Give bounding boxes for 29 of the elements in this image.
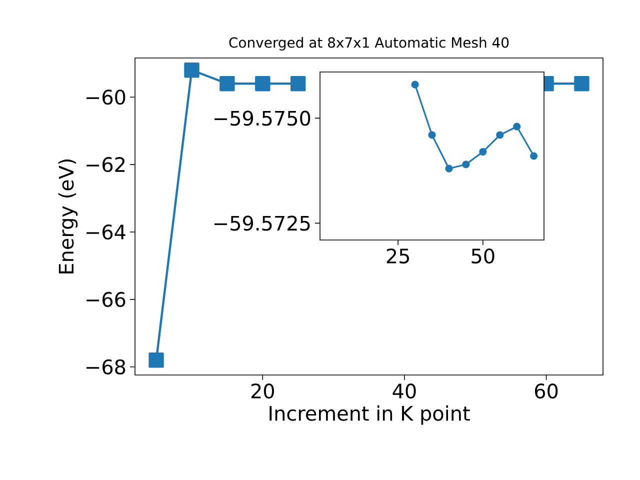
y-axis-title: Energy (eV) (58, 159, 78, 274)
point (574, 76, 590, 92)
x-tick-label: 50 (472, 248, 494, 264)
y-tick-label: −66 (86, 292, 126, 307)
point (411, 80, 419, 88)
point (530, 152, 538, 160)
y-tick-label: −62 (86, 157, 124, 172)
y-tick-label: −60 (86, 90, 126, 105)
point (184, 62, 200, 78)
y-tick-label: −64 (86, 224, 126, 240)
x-tick-label: 60 (534, 384, 558, 399)
y-tick-label: −59.5725 (214, 216, 310, 231)
point (290, 76, 306, 92)
x-tick-label: 25 (386, 248, 409, 264)
point (513, 122, 521, 130)
point (479, 148, 487, 156)
x-axis-title: Increment in K point (270, 405, 470, 425)
point (255, 76, 270, 92)
point (220, 76, 235, 92)
point (496, 131, 504, 139)
chart-title: Converged at 8x7x1 Automatic Mesh 40 (229, 37, 509, 51)
y-tick-label: −68 (86, 359, 126, 374)
y-tick-label: −59.5750 (214, 110, 310, 126)
point (428, 131, 436, 139)
point (148, 352, 164, 368)
x-tick-label: 40 (392, 384, 416, 399)
point (445, 164, 453, 172)
point (462, 160, 470, 168)
x-tick-label: 20 (251, 384, 274, 399)
